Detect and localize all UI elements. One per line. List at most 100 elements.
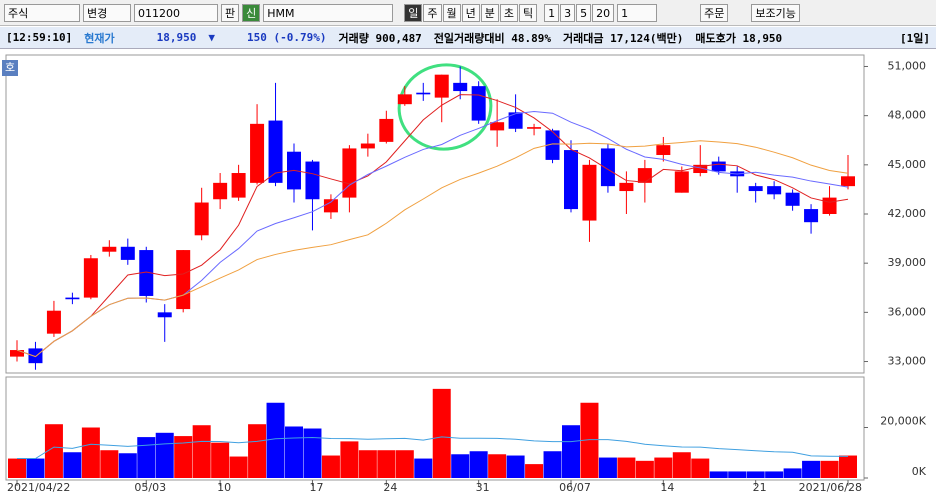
toolbar-button[interactable]: 20: [592, 3, 615, 22]
candle-body: [471, 86, 486, 121]
candle-body: [65, 297, 80, 300]
side-button-label: 호: [5, 61, 15, 74]
candle-body: [157, 312, 172, 318]
candle-body: [564, 150, 578, 210]
volume-bar: [26, 458, 45, 478]
candle-body: [600, 148, 615, 187]
moving-average: [16, 140, 849, 358]
volume-bar: [321, 455, 340, 478]
y-tick-label: 42,000: [888, 207, 927, 220]
toolbar-button[interactable]: 3: [560, 3, 576, 22]
volume-bar: [488, 454, 507, 478]
x-tick-label: 2021/04/22: [7, 481, 70, 494]
volume-bar: [377, 450, 396, 478]
toolbar-button[interactable]: 5: [576, 3, 592, 22]
candle-body: [841, 176, 855, 187]
toolbar-button[interactable]: 일: [404, 3, 423, 22]
candle-body: [10, 350, 24, 357]
volume-bar: [248, 424, 267, 478]
chart: 호 33,000 36,000 39,000 42,000 45,000 48,000 51…: [2, 54, 927, 494]
toolbar-button[interactable]: 틱: [519, 3, 538, 22]
volume-bar: [672, 452, 691, 478]
candle-body: [360, 143, 375, 149]
change[interactable]: 변경: [83, 3, 131, 22]
candle-body: [693, 164, 708, 174]
board[interactable]: 판: [221, 3, 240, 22]
code[interactable]: 011200: [134, 3, 218, 22]
toolbar-button[interactable]: 월: [442, 3, 461, 22]
arrow: ▼: [208, 31, 215, 44]
x-tick-label: 2021/06/28: [799, 481, 862, 494]
candle-body: [619, 182, 634, 192]
volume-bar: [469, 451, 488, 478]
side-button[interactable]: [2, 60, 18, 76]
candle-body: [379, 118, 394, 142]
candle-body: [194, 202, 209, 236]
x-tick-label: 21: [753, 481, 767, 494]
candle-body: [342, 148, 357, 198]
toolbar-button[interactable]: 주: [423, 3, 442, 22]
volume-bar: [8, 458, 26, 478]
candle-body: [102, 246, 117, 252]
counts: 1 3 5 20: [544, 3, 615, 22]
volume-bar: [654, 457, 673, 478]
volume-bar: [63, 452, 82, 478]
volume-bar: [580, 402, 599, 478]
order[interactable]: 주문: [700, 3, 729, 22]
x-tick-label: 14: [660, 481, 674, 494]
change: 150 (-0.79%): [246, 31, 327, 44]
candle-body: [453, 82, 468, 92]
price-label: 현재가: [84, 31, 115, 45]
volume-bar: [266, 402, 285, 478]
x-tick-label: 31: [476, 481, 490, 494]
candle-body: [120, 246, 135, 260]
y-tick-label: 20,000K: [880, 415, 926, 428]
toolbar-button[interactable]: 분: [480, 3, 499, 22]
candle-body: [767, 186, 782, 195]
volume-bar: [229, 456, 248, 478]
volume-bar: [395, 450, 414, 478]
volume-bar: [746, 471, 765, 478]
candle-body: [637, 168, 652, 183]
volume-bar: [839, 455, 857, 478]
badge: 신: [242, 3, 261, 22]
time: [12:59:10]: [6, 31, 73, 44]
candle-body: [490, 122, 505, 131]
volume-bar: [802, 460, 821, 478]
volume-bar: [543, 451, 562, 478]
prev-ratio: 전일거래량대비 48.89%: [433, 31, 552, 45]
candle-body: [213, 182, 228, 200]
volume-bar: [174, 436, 193, 478]
candle-body: [785, 192, 800, 206]
volume-bar: [562, 425, 580, 478]
indicators[interactable]: 보조기능: [751, 3, 800, 22]
toolbar-button[interactable]: 년: [461, 3, 480, 22]
volume-bar: [118, 453, 137, 478]
count-input[interactable]: 1: [617, 3, 658, 22]
candle-body: [231, 173, 246, 198]
candle-body: [711, 161, 726, 172]
toolbar-button[interactable]: 초: [499, 3, 518, 22]
candle-body: [656, 145, 671, 155]
candle-body: [434, 74, 449, 98]
toolbar-button[interactable]: 1: [544, 3, 560, 22]
volume-bar: [783, 468, 802, 478]
volume-bar: [617, 457, 636, 478]
x-tick-label: 10: [217, 481, 231, 494]
x-tick-label: 05/03: [134, 481, 166, 494]
candle-body: [83, 258, 98, 298]
candle-body: [176, 250, 191, 310]
volume-bar: [414, 458, 433, 478]
candle-body: [250, 123, 265, 183]
volume-bar: [598, 457, 617, 478]
y-tick-label: 48,000: [888, 109, 927, 122]
interval: [1일]: [900, 31, 930, 45]
candle-body: [397, 94, 412, 105]
volume-bar: [192, 425, 211, 478]
volume-bar: [635, 460, 654, 478]
market[interactable]: 주식: [4, 3, 80, 22]
volume-bar: [358, 450, 377, 478]
candle-body: [46, 310, 61, 334]
